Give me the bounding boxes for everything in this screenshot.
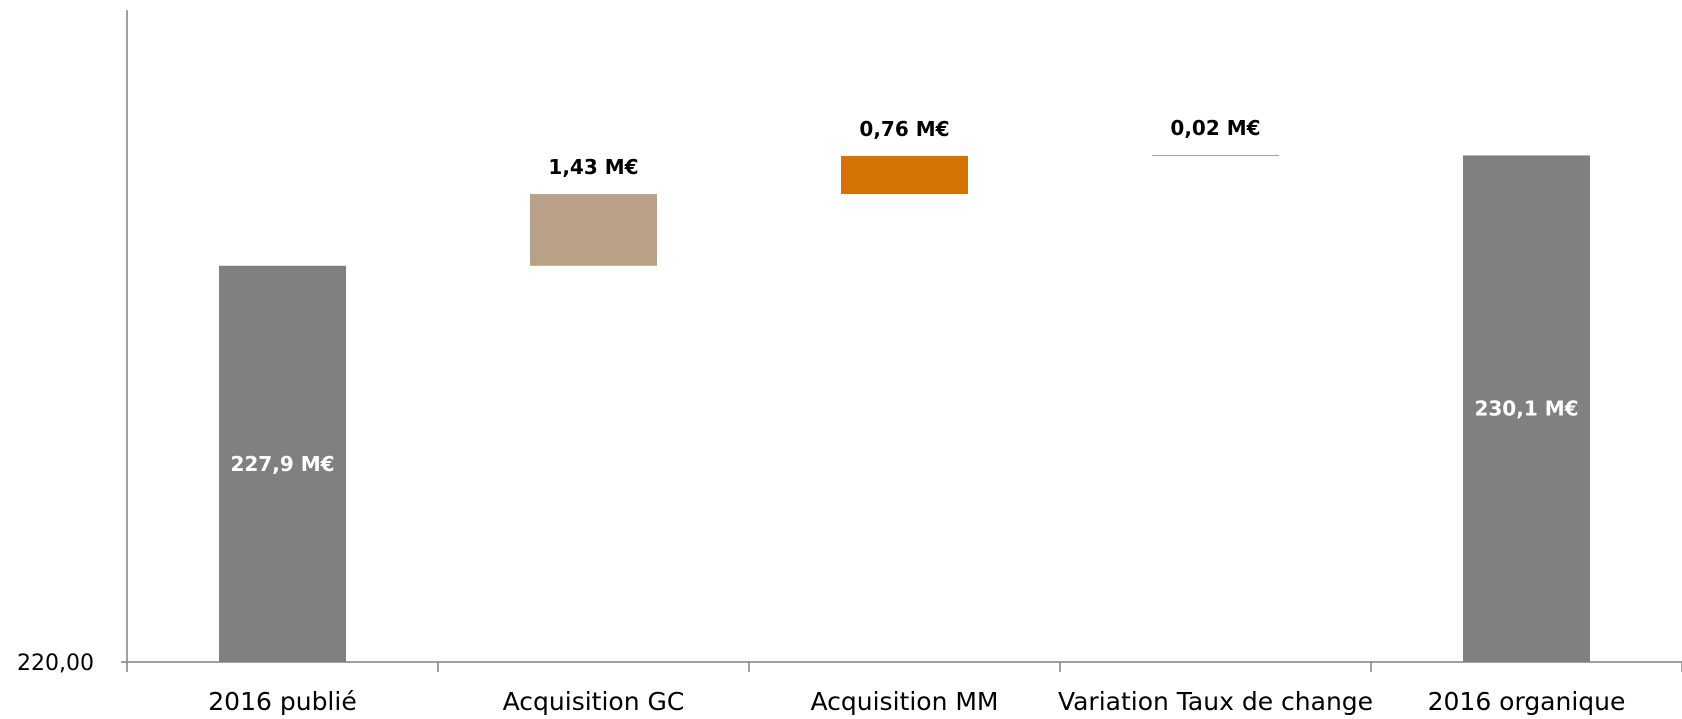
x-category-label: 2016 organique: [1428, 687, 1626, 715]
bar-value-label: 230,1 M€: [1474, 397, 1578, 421]
bar-4: [1152, 154, 1279, 156]
bar-3: [841, 155, 968, 195]
bar-2: [530, 194, 657, 266]
bar-value-label: 0,76 M€: [859, 117, 949, 141]
x-category-label: Variation Taux de change: [1058, 687, 1373, 715]
y-tick-label: 220,00: [17, 651, 94, 676]
bar-1: [219, 265, 346, 662]
x-category-label: Acquisition MM: [810, 687, 998, 715]
bar-value-label: 227,9 M€: [230, 452, 334, 476]
x-category-label: 2016 publié: [208, 687, 356, 715]
bar-value-label: 0,02 M€: [1170, 116, 1260, 140]
bar-5: [1463, 155, 1590, 662]
x-category-label: Acquisition GC: [503, 687, 685, 715]
bar-value-label: 1,43 M€: [548, 155, 638, 179]
